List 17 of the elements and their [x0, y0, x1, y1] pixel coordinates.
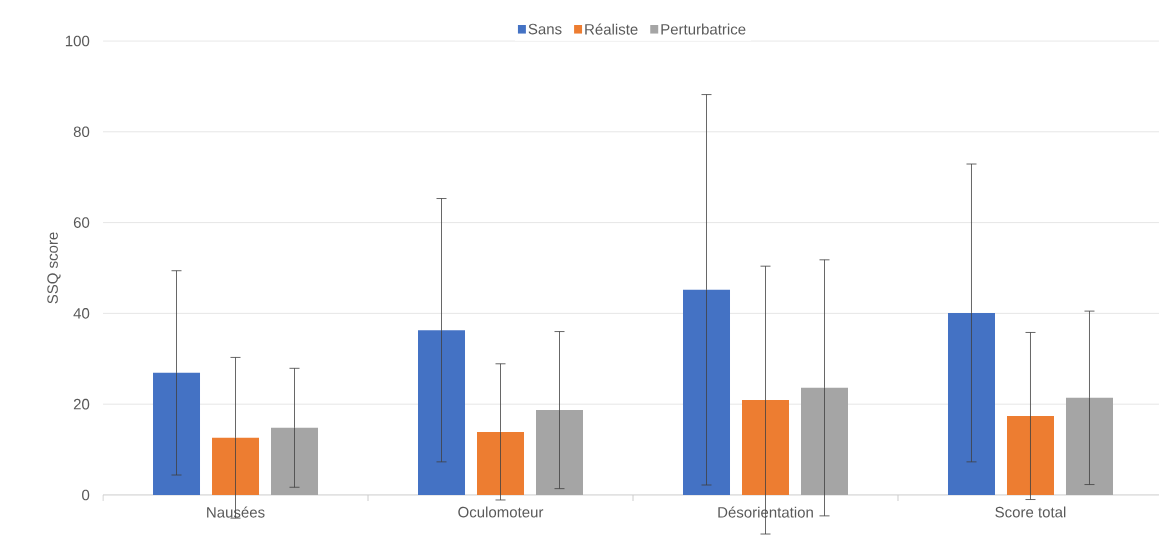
y-tick-label: 100 [65, 35, 90, 47]
bar [742, 400, 789, 495]
legend-label: Perturbatrice [661, 23, 746, 35]
y-tick-label: 60 [73, 217, 90, 228]
y-tick-label: 80 [73, 126, 90, 138]
bar [212, 437, 260, 495]
bar [801, 387, 848, 495]
legend-label: Sans [528, 23, 562, 35]
x-tick-label: Oculomoteur [458, 506, 544, 518]
bar [477, 431, 525, 495]
y-tick-label: 40 [73, 308, 90, 319]
y-tick-label: 20 [73, 398, 90, 410]
bar [1007, 415, 1054, 495]
y-axis-title: SSQ score [47, 232, 61, 304]
y-tick-label: 0 [82, 489, 90, 501]
legend-label: Réaliste [585, 23, 638, 35]
x-tick-label: Score total [995, 506, 1066, 518]
